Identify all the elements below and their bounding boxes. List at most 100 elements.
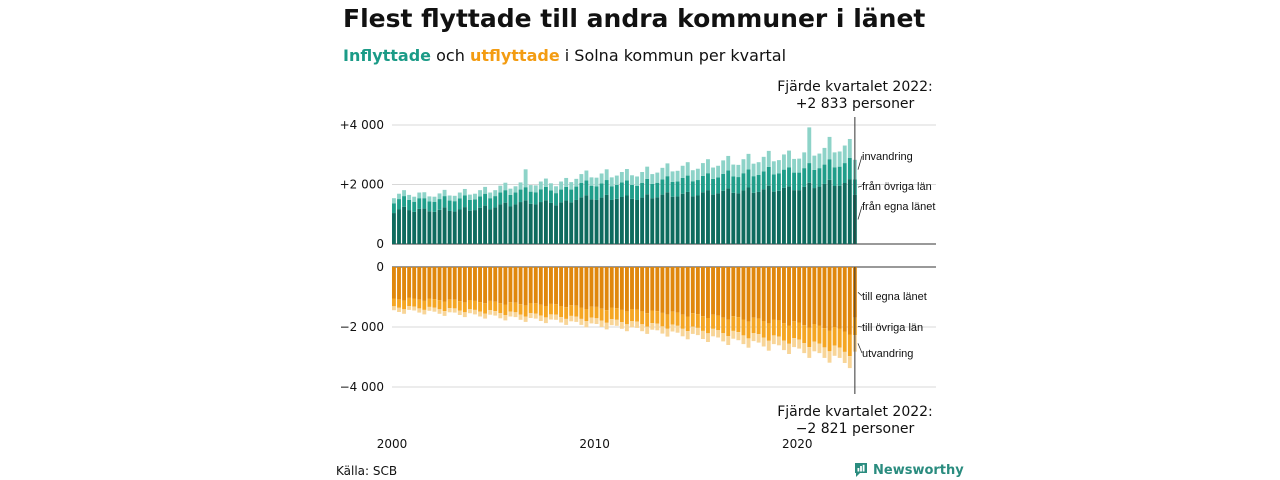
bar-out-1 bbox=[670, 311, 675, 325]
bar-out-1 bbox=[564, 307, 569, 319]
bar-in-1 bbox=[498, 192, 503, 205]
bar-in-2 bbox=[726, 155, 731, 171]
bar-in-2 bbox=[442, 189, 447, 197]
bar-out-0 bbox=[543, 267, 548, 306]
annotation-bottom-line2: −2 821 personer bbox=[795, 421, 915, 437]
bar-in-1 bbox=[467, 199, 472, 211]
bar-in-1 bbox=[625, 180, 629, 196]
bar-out-2 bbox=[731, 330, 736, 339]
bar-out-1 bbox=[508, 302, 513, 312]
bar-in-2 bbox=[422, 192, 427, 199]
bar-in-1 bbox=[397, 199, 401, 210]
bar-in-1 bbox=[675, 181, 680, 197]
bar-in-0 bbox=[543, 200, 548, 244]
bar-in-1 bbox=[832, 167, 837, 186]
bar-in-2 bbox=[650, 174, 655, 184]
bar-out-1 bbox=[559, 306, 564, 318]
bar-out-0 bbox=[847, 267, 852, 335]
bar-out-0 bbox=[447, 267, 452, 300]
bar-out-0 bbox=[574, 267, 579, 306]
bar-in-1 bbox=[731, 176, 736, 193]
bar-out-1 bbox=[523, 305, 528, 317]
bar-in-1 bbox=[640, 183, 645, 198]
bar-out-1 bbox=[594, 306, 599, 319]
bar-out-1 bbox=[721, 317, 726, 333]
bar-out-1 bbox=[447, 299, 452, 309]
bar-in-0 bbox=[518, 202, 523, 244]
bar-out-1 bbox=[604, 310, 609, 323]
bar-in-0 bbox=[731, 192, 736, 244]
bar-out-0 bbox=[625, 267, 629, 312]
bar-in-0 bbox=[630, 198, 634, 244]
bar-out-1 bbox=[655, 311, 660, 324]
annotation-top-line1: Fjärde kvartalet 2022: bbox=[777, 79, 933, 95]
bar-out-2 bbox=[392, 306, 396, 311]
bar-out-2 bbox=[442, 311, 447, 316]
bar-in-2 bbox=[776, 160, 781, 174]
bar-out-2 bbox=[574, 316, 579, 322]
bar-out-0 bbox=[437, 267, 442, 301]
bar-out-1 bbox=[665, 314, 670, 329]
bar-out-0 bbox=[716, 267, 721, 316]
bar-out-2 bbox=[604, 322, 609, 330]
annotation-bottom: Fjärde kvartalet 2022: −2 821 personer bbox=[740, 404, 970, 438]
bar-out-2 bbox=[802, 343, 807, 354]
bar-out-0 bbox=[589, 267, 594, 307]
bar-out-1 bbox=[584, 309, 589, 321]
bar-out-1 bbox=[797, 322, 802, 340]
bar-out-2 bbox=[564, 318, 569, 325]
bar-out-0 bbox=[397, 267, 401, 300]
bar-in-2 bbox=[787, 150, 791, 168]
bar-out-1 bbox=[645, 313, 650, 327]
bar-out-2 bbox=[569, 315, 574, 322]
bar-in-0 bbox=[802, 186, 807, 244]
bar-out-1 bbox=[452, 299, 457, 309]
bar-in-2 bbox=[457, 192, 462, 199]
bar-out-0 bbox=[473, 267, 477, 301]
bar-in-1 bbox=[635, 185, 639, 200]
bar-in-1 bbox=[802, 168, 807, 187]
label-connector-top bbox=[857, 205, 863, 220]
bar-out-1 bbox=[695, 314, 700, 328]
bar-in-2 bbox=[569, 182, 574, 190]
x-tick: 2000 bbox=[377, 437, 408, 451]
bar-out-1 bbox=[782, 323, 786, 341]
bar-out-2 bbox=[741, 335, 746, 345]
bar-out-2 bbox=[680, 328, 685, 337]
bar-out-1 bbox=[771, 319, 776, 336]
bar-in-2 bbox=[574, 178, 579, 187]
bar-in-2 bbox=[614, 175, 619, 185]
bar-in-0 bbox=[771, 191, 776, 244]
bar-in-2 bbox=[832, 152, 837, 168]
bar-out-1 bbox=[802, 325, 807, 344]
bar-out-0 bbox=[802, 267, 807, 326]
bar-in-1 bbox=[665, 176, 670, 193]
bar-out-0 bbox=[452, 267, 457, 300]
bar-out-2 bbox=[837, 347, 842, 358]
bar-out-0 bbox=[817, 267, 822, 326]
bar-in-2 bbox=[680, 165, 685, 178]
bar-in-2 bbox=[452, 195, 457, 202]
bar-in-0 bbox=[782, 187, 786, 244]
bar-in-0 bbox=[609, 199, 614, 244]
bar-in-0 bbox=[822, 183, 827, 244]
bar-out-2 bbox=[437, 309, 442, 314]
bar-out-1 bbox=[488, 300, 493, 311]
bar-in-0 bbox=[812, 188, 817, 244]
bar-out-2 bbox=[457, 310, 462, 315]
bar-out-1 bbox=[680, 314, 685, 329]
bar-in-2 bbox=[741, 159, 746, 174]
bar-out-0 bbox=[675, 267, 680, 313]
bar-in-0 bbox=[625, 195, 629, 244]
bar-in-1 bbox=[437, 199, 442, 210]
bar-in-0 bbox=[695, 195, 700, 244]
bar-in-1 bbox=[528, 191, 533, 204]
bar-in-1 bbox=[751, 176, 756, 193]
bar-out-0 bbox=[650, 267, 655, 311]
bar-out-2 bbox=[706, 333, 710, 342]
bar-in-2 bbox=[427, 196, 432, 202]
bar-out-1 bbox=[736, 317, 741, 333]
bar-in-0 bbox=[842, 183, 847, 244]
bar-out-2 bbox=[554, 314, 558, 320]
bar-in-2 bbox=[437, 193, 442, 200]
